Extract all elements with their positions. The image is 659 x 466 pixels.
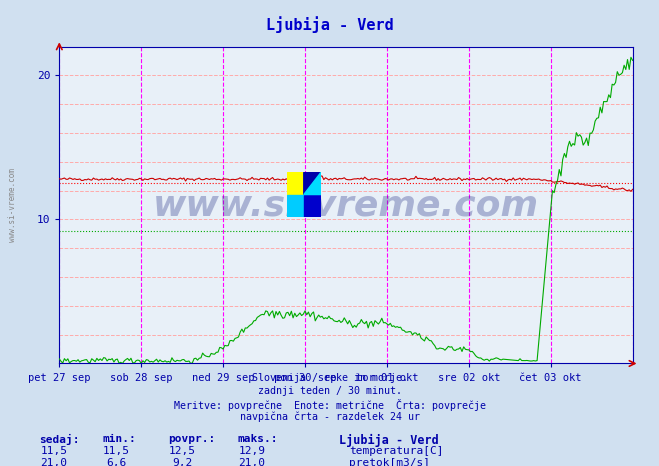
Text: 9,2: 9,2 — [173, 458, 192, 466]
Text: www.si-vreme.com: www.si-vreme.com — [153, 188, 539, 222]
Text: 21,0: 21,0 — [239, 458, 265, 466]
Bar — [287, 172, 304, 195]
Text: Ljubija - Verd: Ljubija - Verd — [339, 434, 439, 447]
Text: 12,9: 12,9 — [239, 446, 265, 456]
Polygon shape — [304, 172, 321, 195]
Text: 21,0: 21,0 — [41, 458, 67, 466]
Text: navpična črta - razdelek 24 ur: navpična črta - razdelek 24 ur — [239, 412, 420, 423]
Text: sedaj:: sedaj: — [40, 434, 80, 445]
Bar — [287, 195, 304, 217]
Text: zadnji teden / 30 minut.: zadnji teden / 30 minut. — [258, 386, 401, 396]
Text: povpr.:: povpr.: — [168, 434, 215, 444]
Text: Slovenija / reke in morje.: Slovenija / reke in morje. — [252, 373, 407, 383]
Text: Meritve: povprečne  Enote: metrične  Črta: povprečje: Meritve: povprečne Enote: metrične Črta:… — [173, 399, 486, 411]
Polygon shape — [304, 172, 321, 195]
Text: www.si-vreme.com: www.si-vreme.com — [8, 168, 17, 242]
Text: 12,5: 12,5 — [169, 446, 196, 456]
Text: min.:: min.: — [102, 434, 136, 444]
Text: Ljubija - Verd: Ljubija - Verd — [266, 16, 393, 33]
Text: maks.:: maks.: — [237, 434, 277, 444]
Text: temperatura[C]: temperatura[C] — [349, 446, 444, 456]
Text: 11,5: 11,5 — [103, 446, 130, 456]
Text: pretok[m3/s]: pretok[m3/s] — [349, 458, 430, 466]
Text: 11,5: 11,5 — [41, 446, 67, 456]
Text: 6,6: 6,6 — [107, 458, 127, 466]
Bar — [304, 195, 321, 217]
